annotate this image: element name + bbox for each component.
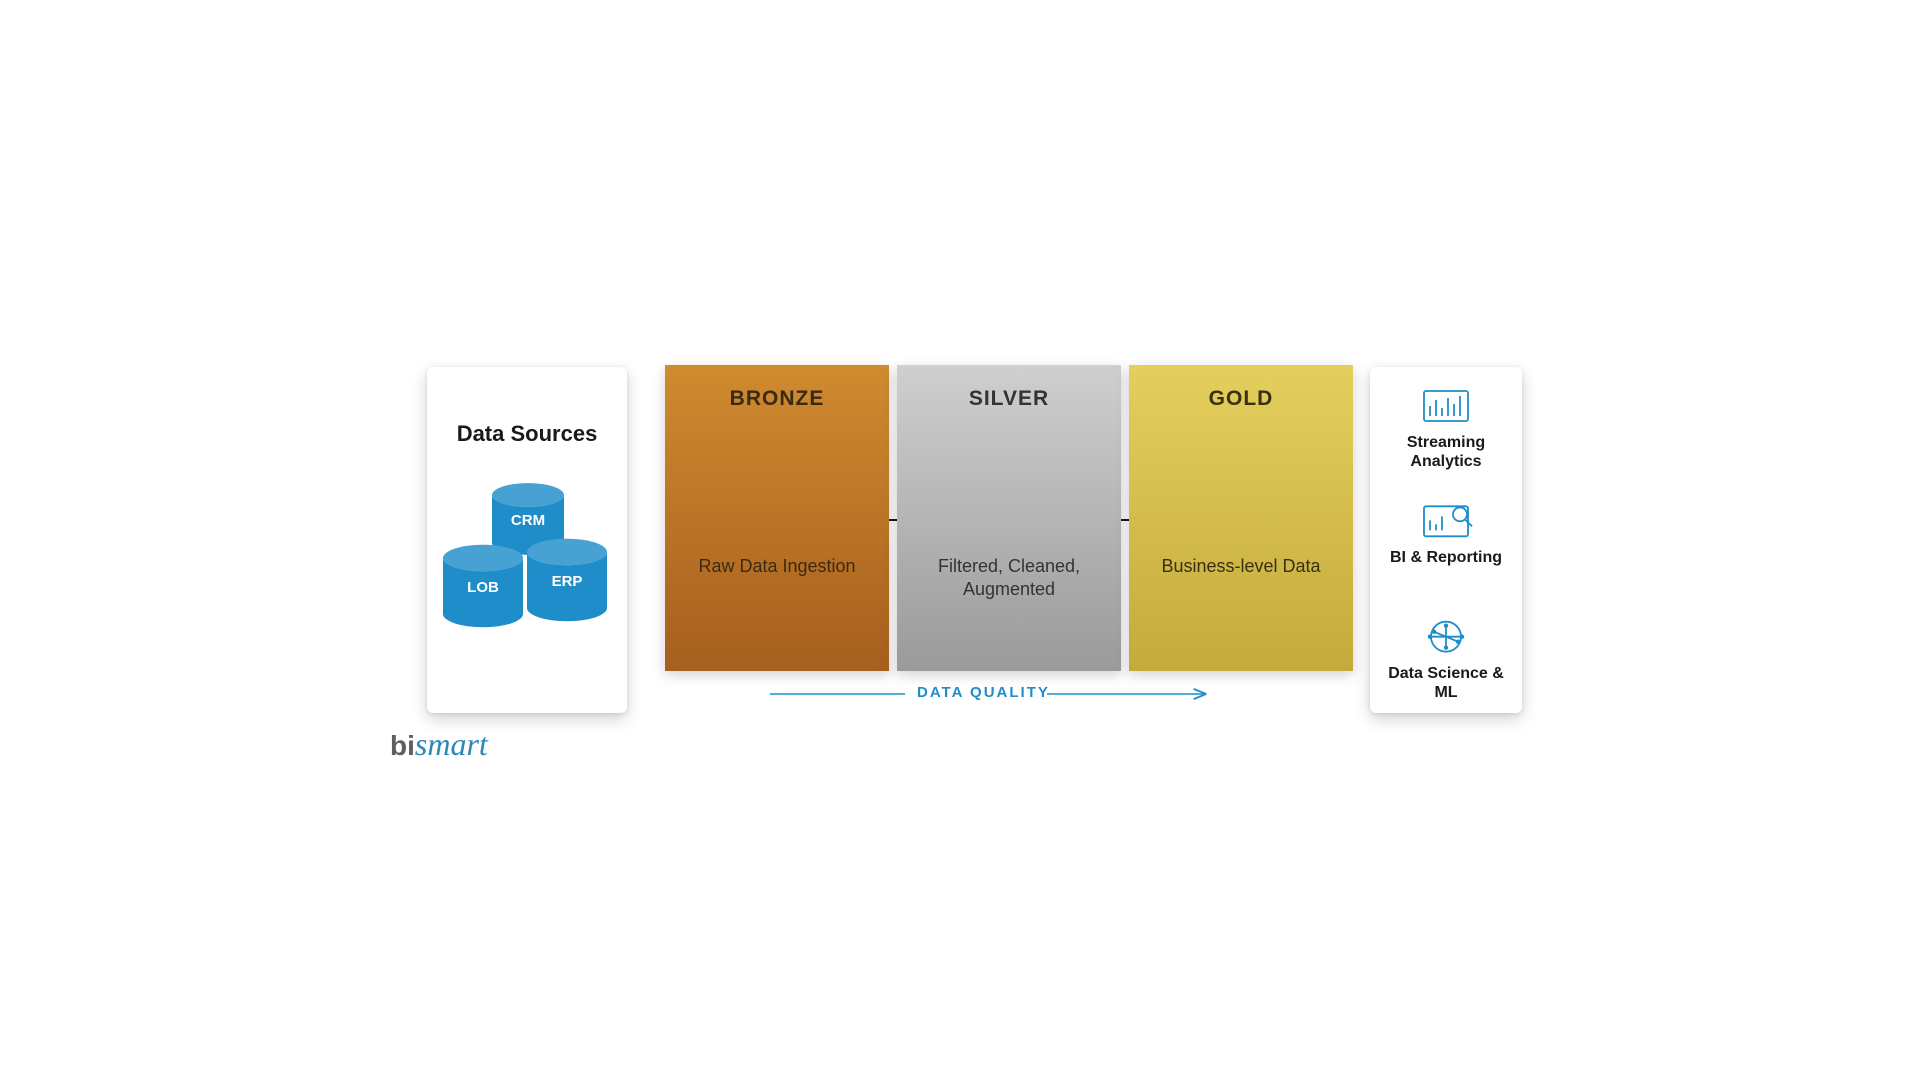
logo-part2: smart [415, 726, 488, 762]
tier-title: SILVER [897, 387, 1121, 411]
tier-title: BRONZE [665, 387, 889, 411]
tier-gold: GOLD Business-level Data [1129, 365, 1353, 671]
data-quality-label: DATA QUALITY [917, 684, 1050, 701]
tier-description: Business-level Data [1129, 555, 1353, 578]
tier-description: Raw Data Ingestion [665, 555, 889, 578]
brand-logo: bismart [390, 726, 488, 763]
outputs-card [1370, 367, 1522, 713]
tier-description: Filtered, Cleaned, Augmented [897, 555, 1121, 600]
output-label: Streaming Analytics [1376, 433, 1516, 471]
diagram-canvas: Data Sources CRMLOBERP DATA QUALITY bism… [0, 0, 1920, 1080]
tier-title: GOLD [1129, 387, 1353, 411]
tier-silver: SILVER Filtered, Cleaned, Augmented [897, 365, 1121, 671]
tier-bronze: BRONZE Raw Data Ingestion [665, 365, 889, 671]
logo-part1: bi [390, 730, 415, 761]
output-label: Data Science & ML [1376, 664, 1516, 702]
data-sources-title: Data Sources [427, 421, 627, 447]
data-sources-card: Data Sources [427, 367, 627, 713]
output-label: BI & Reporting [1376, 548, 1516, 567]
